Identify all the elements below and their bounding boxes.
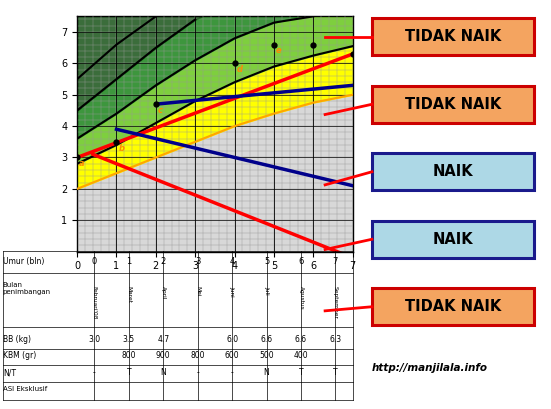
Text: 3.5: 3.5	[123, 335, 135, 344]
Text: 4.7: 4.7	[157, 335, 169, 344]
Text: 900: 900	[156, 351, 171, 360]
Text: 6.6: 6.6	[261, 335, 273, 344]
Text: 400: 400	[294, 351, 309, 360]
Text: 1: 1	[126, 257, 132, 266]
Text: ASI Eksklusif: ASI Eksklusif	[3, 387, 47, 392]
Text: BB (kg): BB (kg)	[3, 335, 31, 344]
Text: Bulan
penimbangan: Bulan penimbangan	[3, 282, 51, 295]
Text: b: b	[118, 144, 125, 153]
Text: T: T	[127, 368, 131, 377]
Text: a: a	[79, 159, 85, 168]
Text: Maret: Maret	[126, 286, 131, 303]
Text: 800: 800	[191, 351, 205, 360]
Text: 800: 800	[122, 351, 136, 360]
Text: TIDAK NAIK: TIDAK NAIK	[405, 97, 501, 112]
Text: e: e	[276, 46, 282, 55]
Text: 600: 600	[225, 351, 240, 360]
Text: -: -	[196, 368, 199, 377]
Text: 6: 6	[298, 257, 304, 266]
Text: TIDAK NAIK: TIDAK NAIK	[405, 29, 501, 44]
Text: 4: 4	[229, 257, 235, 266]
Text: April: April	[161, 286, 166, 300]
Text: Agustus: Agustus	[299, 286, 304, 310]
Text: 0: 0	[91, 257, 97, 266]
Text: TIDAK NAIK: TIDAK NAIK	[405, 299, 501, 314]
Text: c: c	[158, 106, 163, 115]
Text: -: -	[93, 368, 96, 377]
Text: 6.0: 6.0	[226, 335, 238, 344]
Text: 5: 5	[264, 257, 269, 266]
Text: 3: 3	[195, 257, 201, 266]
Text: September: September	[333, 286, 338, 319]
Text: N: N	[160, 368, 166, 377]
Text: 6.6: 6.6	[295, 335, 307, 344]
Text: 2: 2	[160, 257, 166, 266]
Text: d: d	[236, 65, 242, 74]
Text: 500: 500	[259, 351, 274, 360]
Text: T: T	[299, 368, 303, 377]
Text: -: -	[231, 368, 234, 377]
Text: Umur (bln): Umur (bln)	[3, 257, 44, 266]
Text: Juli: Juli	[264, 286, 269, 295]
Text: Februari'08: Februari'08	[92, 286, 97, 320]
Text: N/T: N/T	[3, 368, 16, 377]
Text: 6.3: 6.3	[329, 335, 342, 344]
Text: Mei: Mei	[195, 286, 200, 297]
Text: KBM (gr): KBM (gr)	[3, 351, 36, 360]
Text: T: T	[333, 368, 338, 377]
Text: 7: 7	[333, 257, 338, 266]
Text: http://manjilala.info: http://manjilala.info	[372, 363, 488, 373]
Text: N: N	[264, 368, 269, 377]
Text: Juni: Juni	[230, 286, 235, 297]
Text: 3.0: 3.0	[88, 335, 100, 344]
Text: NAIK: NAIK	[433, 164, 473, 179]
Text: NAIK: NAIK	[433, 232, 473, 247]
